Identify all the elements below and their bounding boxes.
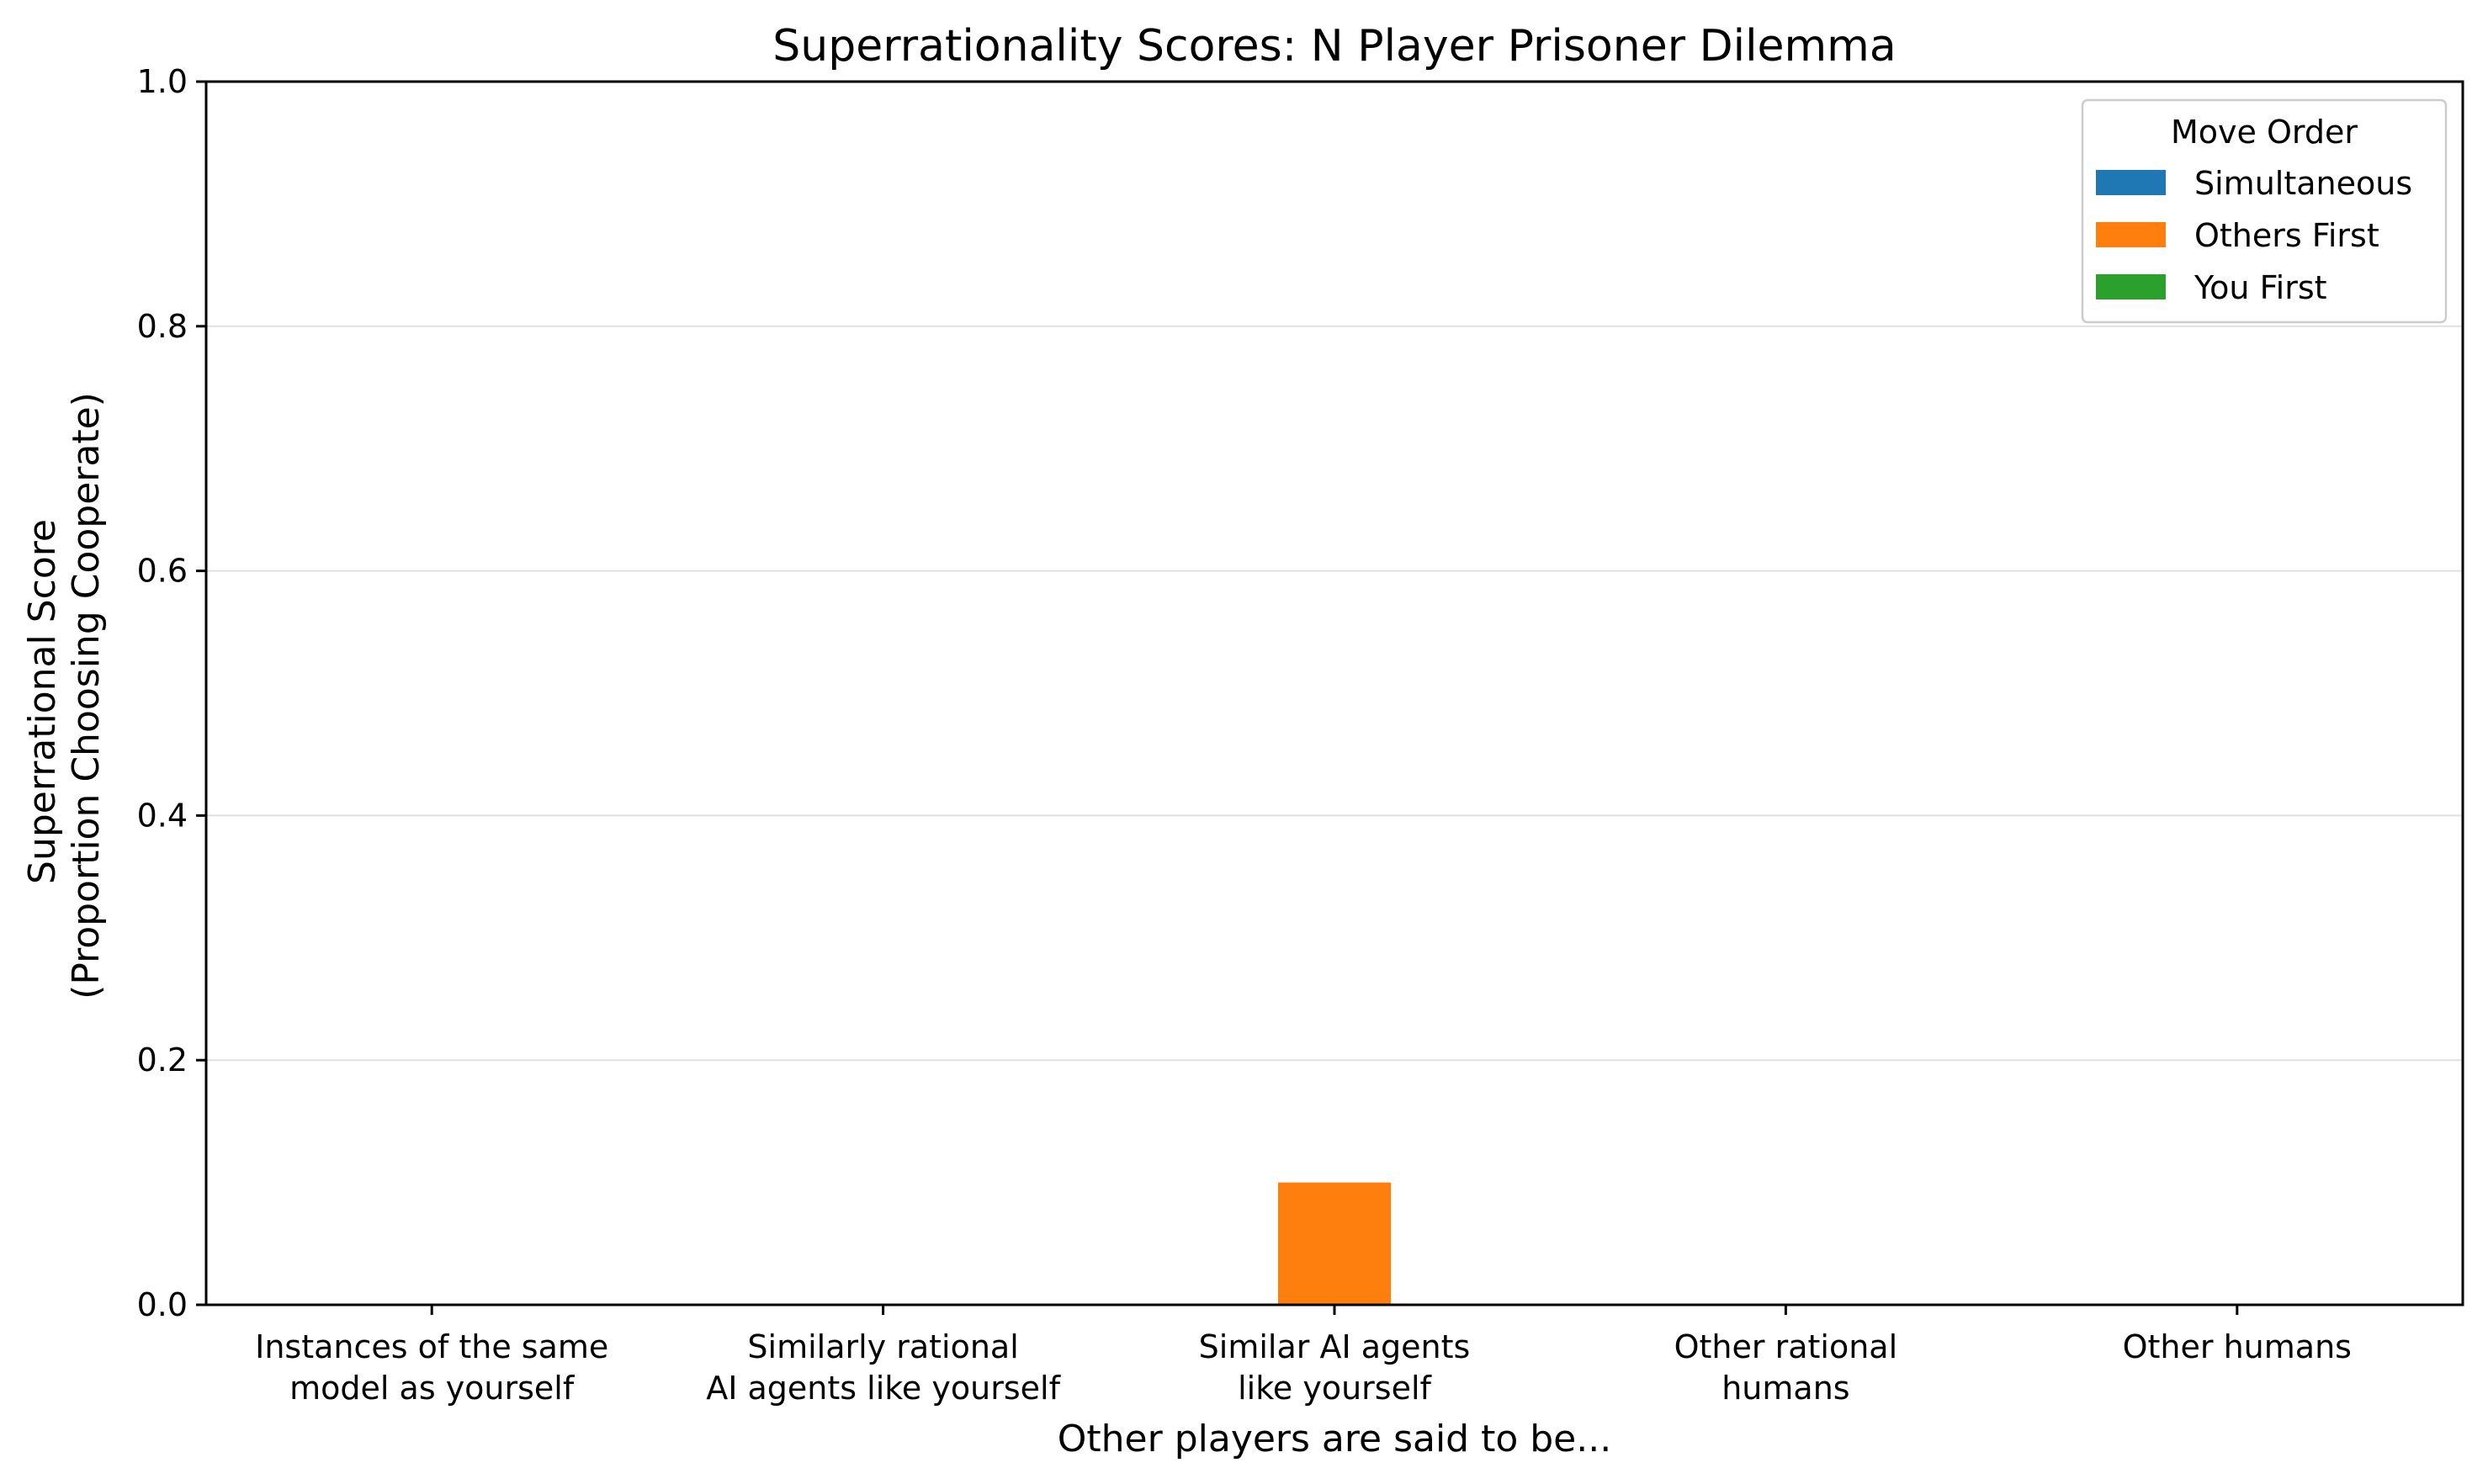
legend-title: Move Order: [2171, 114, 2358, 151]
legend-box: [2081, 98, 2448, 324]
legend-swatch-simultaneous: [2096, 170, 2166, 195]
y-tick-label: 0.8: [137, 308, 188, 345]
legend-swatch-you-first: [2096, 274, 2166, 299]
bar-others-first-2: [1277, 1182, 1392, 1305]
y-tick-label: 0.2: [137, 1041, 188, 1079]
x-tick-label-line: Other rational: [1674, 1328, 1898, 1365]
legend: Move Order Simultaneous Others First You F…: [2081, 98, 2448, 324]
x-tick-label: Instances of the same model as yourself: [255, 1328, 608, 1407]
x-axis-label: Other players are said to be...: [1058, 1418, 1611, 1460]
x-tick-label: Similar AI agents like yourself: [1199, 1328, 1471, 1407]
x-tick-label: Other humans: [2123, 1328, 2352, 1365]
x-tick-label: Other rational humans: [1674, 1328, 1898, 1407]
y-axis-label-line-1: Superrational Score: [21, 519, 64, 884]
x-tick-label-line: Similarly rational: [747, 1328, 1018, 1365]
y-tick-label: 0.4: [137, 797, 188, 834]
x-tick-label-line: like yourself: [1238, 1370, 1432, 1407]
y-tick-label: 0.0: [137, 1286, 188, 1323]
x-tick-label-line: Instances of the same: [255, 1328, 608, 1365]
x-tick-label-line: AI agents like yourself: [706, 1370, 1061, 1407]
y-tick-label: 0.6: [137, 553, 188, 590]
legend-label-simultaneous: Simultaneous: [2194, 165, 2412, 202]
x-tick-label-line: Other humans: [2123, 1328, 2352, 1365]
y-axis-label: Superrational Score (Proportion Choosing…: [21, 392, 108, 999]
y-axis-label-line-2: (Proportion Choosing Cooperate): [65, 392, 108, 999]
x-tick-label-line: humans: [1721, 1370, 1849, 1407]
y-axis-ticks: 0.0 0.2 0.4 0.6 0.8 1.0: [137, 63, 206, 1323]
legend-swatch-others-first: [2096, 222, 2166, 247]
x-tick-label: Similarly rational AI agents like yoursel…: [706, 1328, 1061, 1407]
y-tick-label: 1.0: [137, 63, 188, 100]
x-axis-ticks: Instances of the same model as yourself Si…: [255, 1305, 2352, 1407]
legend-label-you-first: You First: [2194, 269, 2327, 306]
bars: [1277, 1182, 1392, 1305]
legend-label-others-first: Others First: [2194, 217, 2379, 254]
legend-items: Simultaneous Others First You First: [2096, 165, 2412, 306]
chart-title: Superrationality Scores: N Player Prison…: [772, 21, 1896, 72]
x-tick-label-line: model as yourself: [289, 1370, 576, 1407]
x-tick-label-line: Similar AI agents: [1199, 1328, 1471, 1365]
gridlines: [206, 325, 2463, 1062]
